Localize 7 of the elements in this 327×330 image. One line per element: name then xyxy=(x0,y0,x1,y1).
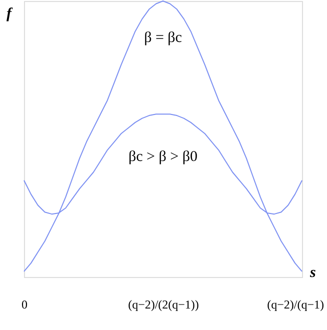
x-tick-label: 0 xyxy=(22,298,28,312)
y-axis-title: f xyxy=(6,6,14,22)
annotation: β = βc xyxy=(144,30,182,46)
annotation: βc > β > β0 xyxy=(128,149,198,165)
x-tick-label: (q−2)/(2(q−1)) xyxy=(128,298,199,312)
x-axis-title: s xyxy=(309,265,316,281)
x-tick-label: (q−2)/(q−1) xyxy=(267,298,324,312)
